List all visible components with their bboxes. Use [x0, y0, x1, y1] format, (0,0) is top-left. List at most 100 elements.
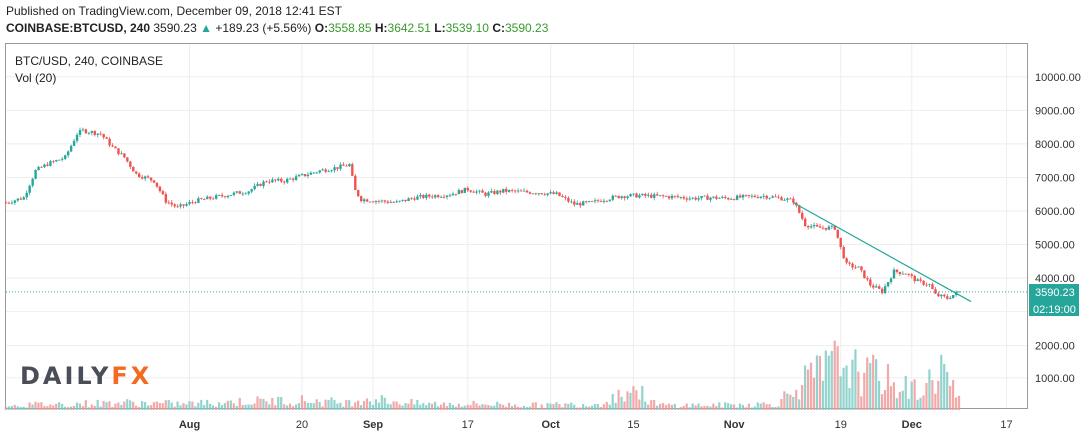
candle-body	[650, 194, 653, 198]
candle-body	[472, 191, 475, 193]
volume-bar	[744, 407, 747, 410]
candle-body	[339, 164, 342, 169]
volume-bar	[377, 402, 380, 410]
candle-body	[58, 159, 61, 161]
volume-bar	[910, 381, 913, 410]
volume-bar	[943, 363, 946, 410]
candle-body	[712, 196, 715, 198]
price-tick-label: 10000.00	[1035, 72, 1081, 84]
candle-body	[120, 153, 123, 155]
candle-body	[679, 197, 683, 198]
volume-bar	[931, 380, 934, 410]
candle-body	[617, 195, 620, 199]
open-label: O:	[314, 21, 329, 35]
volume-bar	[724, 402, 727, 410]
volume-bar	[220, 405, 224, 410]
candle-body	[629, 194, 632, 197]
volume-bar	[380, 395, 383, 410]
candle-body	[688, 198, 691, 200]
candle-body	[93, 131, 96, 135]
candle-body	[750, 195, 754, 197]
volume-bar	[715, 406, 718, 410]
volume-bar	[922, 395, 925, 410]
candle-body	[798, 205, 801, 213]
candle-body	[854, 267, 857, 269]
volume-bar	[493, 405, 496, 410]
candle-body	[72, 140, 76, 146]
candle-body	[140, 176, 144, 179]
volume-bar	[830, 350, 833, 410]
volume-bar	[401, 405, 404, 410]
candle-body	[780, 197, 783, 201]
candle-body	[502, 188, 505, 193]
candle-body	[354, 175, 357, 191]
candle-body	[306, 174, 310, 177]
volume-bar	[706, 405, 709, 410]
volume-bar	[283, 404, 286, 410]
close-label: C:	[492, 21, 505, 35]
volume-bar	[140, 401, 144, 410]
volume-bar	[818, 356, 821, 410]
volume-bar	[582, 404, 585, 410]
candle-body	[457, 190, 461, 195]
candle-body	[197, 198, 200, 203]
volume-bar	[182, 403, 185, 410]
candle-body	[765, 195, 768, 199]
volume-bar	[883, 389, 887, 410]
volume-bar	[519, 407, 523, 410]
volume-bar	[297, 403, 301, 410]
candle-body	[730, 199, 733, 200]
candle-body	[351, 164, 354, 176]
volume-bar	[558, 404, 561, 410]
candle-body	[262, 181, 265, 186]
volume-bar	[25, 407, 28, 410]
volume-bar	[765, 404, 768, 410]
candle-body	[108, 138, 111, 146]
chart-frame[interactable]	[5, 43, 1028, 409]
candle-body	[812, 225, 816, 227]
time-tick-label: Dec	[902, 419, 922, 431]
candle-body	[842, 247, 845, 259]
volume-bar	[898, 391, 901, 410]
volume-bar	[516, 406, 520, 410]
volume-bar	[268, 404, 271, 410]
volume-bar	[37, 402, 40, 410]
candle-body	[268, 181, 271, 183]
volume-bar	[167, 400, 170, 410]
candle-body	[756, 197, 760, 198]
volume-bar	[561, 407, 564, 410]
candle-body	[55, 160, 58, 162]
candle-body	[360, 196, 363, 202]
volume-bar	[212, 405, 215, 410]
price-tick-label: 6000.00	[1035, 206, 1075, 218]
volume-bar	[472, 400, 475, 410]
volume-bar	[49, 404, 52, 410]
candle-body	[286, 178, 289, 183]
volume-bar	[957, 395, 961, 410]
volume-bar	[58, 402, 61, 410]
volume-bar	[389, 404, 392, 410]
candle-body	[235, 191, 239, 193]
candle-body	[448, 195, 452, 197]
candle-body	[333, 167, 336, 171]
candle-body	[727, 197, 730, 200]
volume-bar	[291, 406, 295, 410]
volume-bar	[357, 400, 360, 410]
volume-bar	[469, 405, 472, 410]
candle-body	[454, 193, 458, 195]
volume-bar	[732, 404, 736, 410]
volume-bar	[454, 406, 457, 410]
volume-bar	[620, 396, 623, 410]
candle-body	[857, 266, 860, 268]
candle-body	[895, 269, 899, 272]
candle-body	[570, 201, 573, 203]
trendline[interactable]	[793, 202, 972, 303]
candle-body	[753, 195, 757, 198]
volume-bar	[442, 402, 446, 410]
volume-bar	[78, 403, 81, 410]
candle-body	[442, 196, 446, 198]
volume-bar	[315, 399, 318, 410]
volume-bar	[179, 405, 182, 410]
volume-bar	[676, 408, 679, 410]
